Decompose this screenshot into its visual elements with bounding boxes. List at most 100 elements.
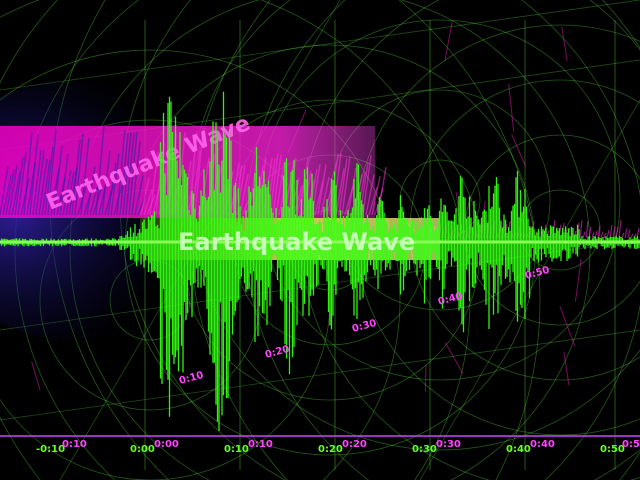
spectrum-stroke: [35, 150, 45, 216]
spectrum-stroke: [47, 129, 57, 216]
spectrum-stroke: [272, 154, 282, 216]
bottom-magenta-tick-label: 0:20: [342, 439, 367, 450]
accent-streak: [511, 134, 527, 167]
spectrum-stroke: [41, 159, 51, 216]
spectrum-stroke: [128, 131, 138, 216]
spectrum-stroke: [116, 130, 126, 216]
spectrum-stroke: [0, 166, 9, 216]
grid-circle: [0, 49, 401, 480]
spectrum-stroke: [368, 186, 378, 216]
accent-streak: [561, 27, 568, 61]
spectrum-stroke: [585, 220, 589, 239]
spectrum-stroke: [62, 170, 72, 216]
spectrum-stroke: [65, 171, 75, 216]
spectrum-stroke: [107, 162, 117, 216]
diagonal-tick-label: 0:30: [351, 318, 378, 335]
spectrum-stroke: [119, 133, 129, 216]
spectrum-stroke: [362, 155, 372, 216]
spectrum-stroke: [621, 232, 625, 239]
spectrum-stroke: [149, 151, 159, 216]
bottom-magenta-tick-label: 0:30: [436, 439, 461, 450]
spectrum-stroke: [44, 146, 54, 216]
spectrum-stroke: [71, 139, 81, 216]
accent-streak: [444, 21, 453, 61]
spectrum-stroke: [134, 175, 144, 216]
spectrum-stroke: [95, 125, 105, 216]
spectrum-stroke: [600, 231, 604, 239]
spectrum-stroke: [38, 158, 48, 216]
spectrum-stroke: [23, 131, 33, 216]
spectrum-stroke: [89, 184, 99, 216]
spectrum-stroke: [242, 193, 252, 216]
spectrum-stroke: [603, 232, 607, 239]
spectrum-stroke: [17, 151, 27, 216]
spectrum-stroke: [29, 134, 39, 216]
bottom-axis: -0:10 0:00 0:10 0:20 0:30 0:40 0:50 0:10…: [0, 435, 640, 455]
spectrum-stroke: [2, 175, 12, 216]
accent-streak: [424, 364, 427, 392]
bottom-magenta-tick-label: 0:10: [62, 439, 87, 450]
spectrum-stroke: [371, 176, 381, 216]
spectrum-stroke: [606, 230, 610, 239]
accent-streak: [508, 83, 515, 133]
spectrum-stroke: [32, 150, 42, 216]
accent-streak: [574, 258, 582, 302]
title-horizontal: Earthquake Wave: [178, 228, 415, 256]
diagonal-tick-label: 0:10: [178, 370, 205, 387]
spectrum-stroke: [80, 137, 90, 216]
spectrum-stroke: [269, 153, 279, 216]
bottom-green-tick-label: 0:30: [412, 444, 437, 455]
accent-streak: [444, 342, 464, 374]
spectrum-stroke: [624, 228, 628, 239]
diagonal-tick-label: 0:40: [437, 291, 464, 308]
spectrum-stroke: [582, 231, 586, 239]
spectrum-stroke: [188, 131, 198, 216]
spectrum-stroke: [101, 150, 111, 216]
accent-streak: [563, 351, 570, 386]
spectrum-stroke: [53, 145, 63, 216]
spectrum-stroke: [341, 156, 351, 216]
spectrum-stroke: [338, 158, 348, 216]
bottom-magenta-tick-label: 0:00: [154, 439, 179, 450]
grid-line: [0, 329, 640, 421]
spectrum-stroke: [74, 133, 84, 216]
spectrum-stroke: [365, 174, 375, 216]
spectrum-stroke: [50, 167, 60, 216]
accent-streak: [559, 306, 576, 347]
bottom-magenta-tick-label: 0:10: [248, 439, 273, 450]
spectrum-stroke: [618, 220, 622, 239]
spectrum-stroke: [323, 186, 333, 216]
spectrum-stroke: [314, 180, 324, 216]
bottom-green-tick-label: 0:10: [224, 444, 249, 455]
spectrum-stroke: [347, 167, 357, 216]
bottom-green-tick-label: 0:40: [506, 444, 531, 455]
grid-line: [0, 0, 640, 91]
spectrum-stroke: [86, 166, 96, 216]
spectrum-stroke: [597, 225, 601, 239]
spectrum-stroke: [612, 226, 616, 239]
spectrum-stroke: [594, 230, 598, 239]
bottom-magenta-tick-label: 0:40: [530, 439, 555, 450]
bottom-green-tick-label: 0:50: [600, 444, 625, 455]
spectrum-stroke: [122, 132, 132, 216]
spectrum-stroke: [8, 165, 18, 216]
spectrum-stroke: [579, 220, 583, 239]
accent-streak: [31, 361, 41, 391]
spectrum-stroke: [14, 157, 24, 216]
spectrum-stroke: [143, 189, 153, 216]
spectrum-stroke: [320, 177, 330, 216]
spectrum-stroke: [194, 130, 204, 216]
spectrum-stroke: [5, 169, 15, 216]
spectrum-stroke: [335, 168, 345, 216]
bottom-green-tick-label: -0:10: [36, 444, 65, 455]
spectrum-stroke: [275, 162, 285, 216]
bottom-magenta-tick-label: 0:50: [622, 439, 640, 450]
spectrum-stroke: [317, 164, 327, 216]
spectrum-stroke: [131, 141, 141, 216]
bottom-green-tick-label: 0:20: [318, 444, 343, 455]
bottom-green-tick-label: 0:00: [130, 444, 155, 455]
spectrum-stroke: [59, 153, 69, 216]
spectrum-stroke: [125, 132, 135, 216]
grid-circle: [398, 0, 541, 480]
